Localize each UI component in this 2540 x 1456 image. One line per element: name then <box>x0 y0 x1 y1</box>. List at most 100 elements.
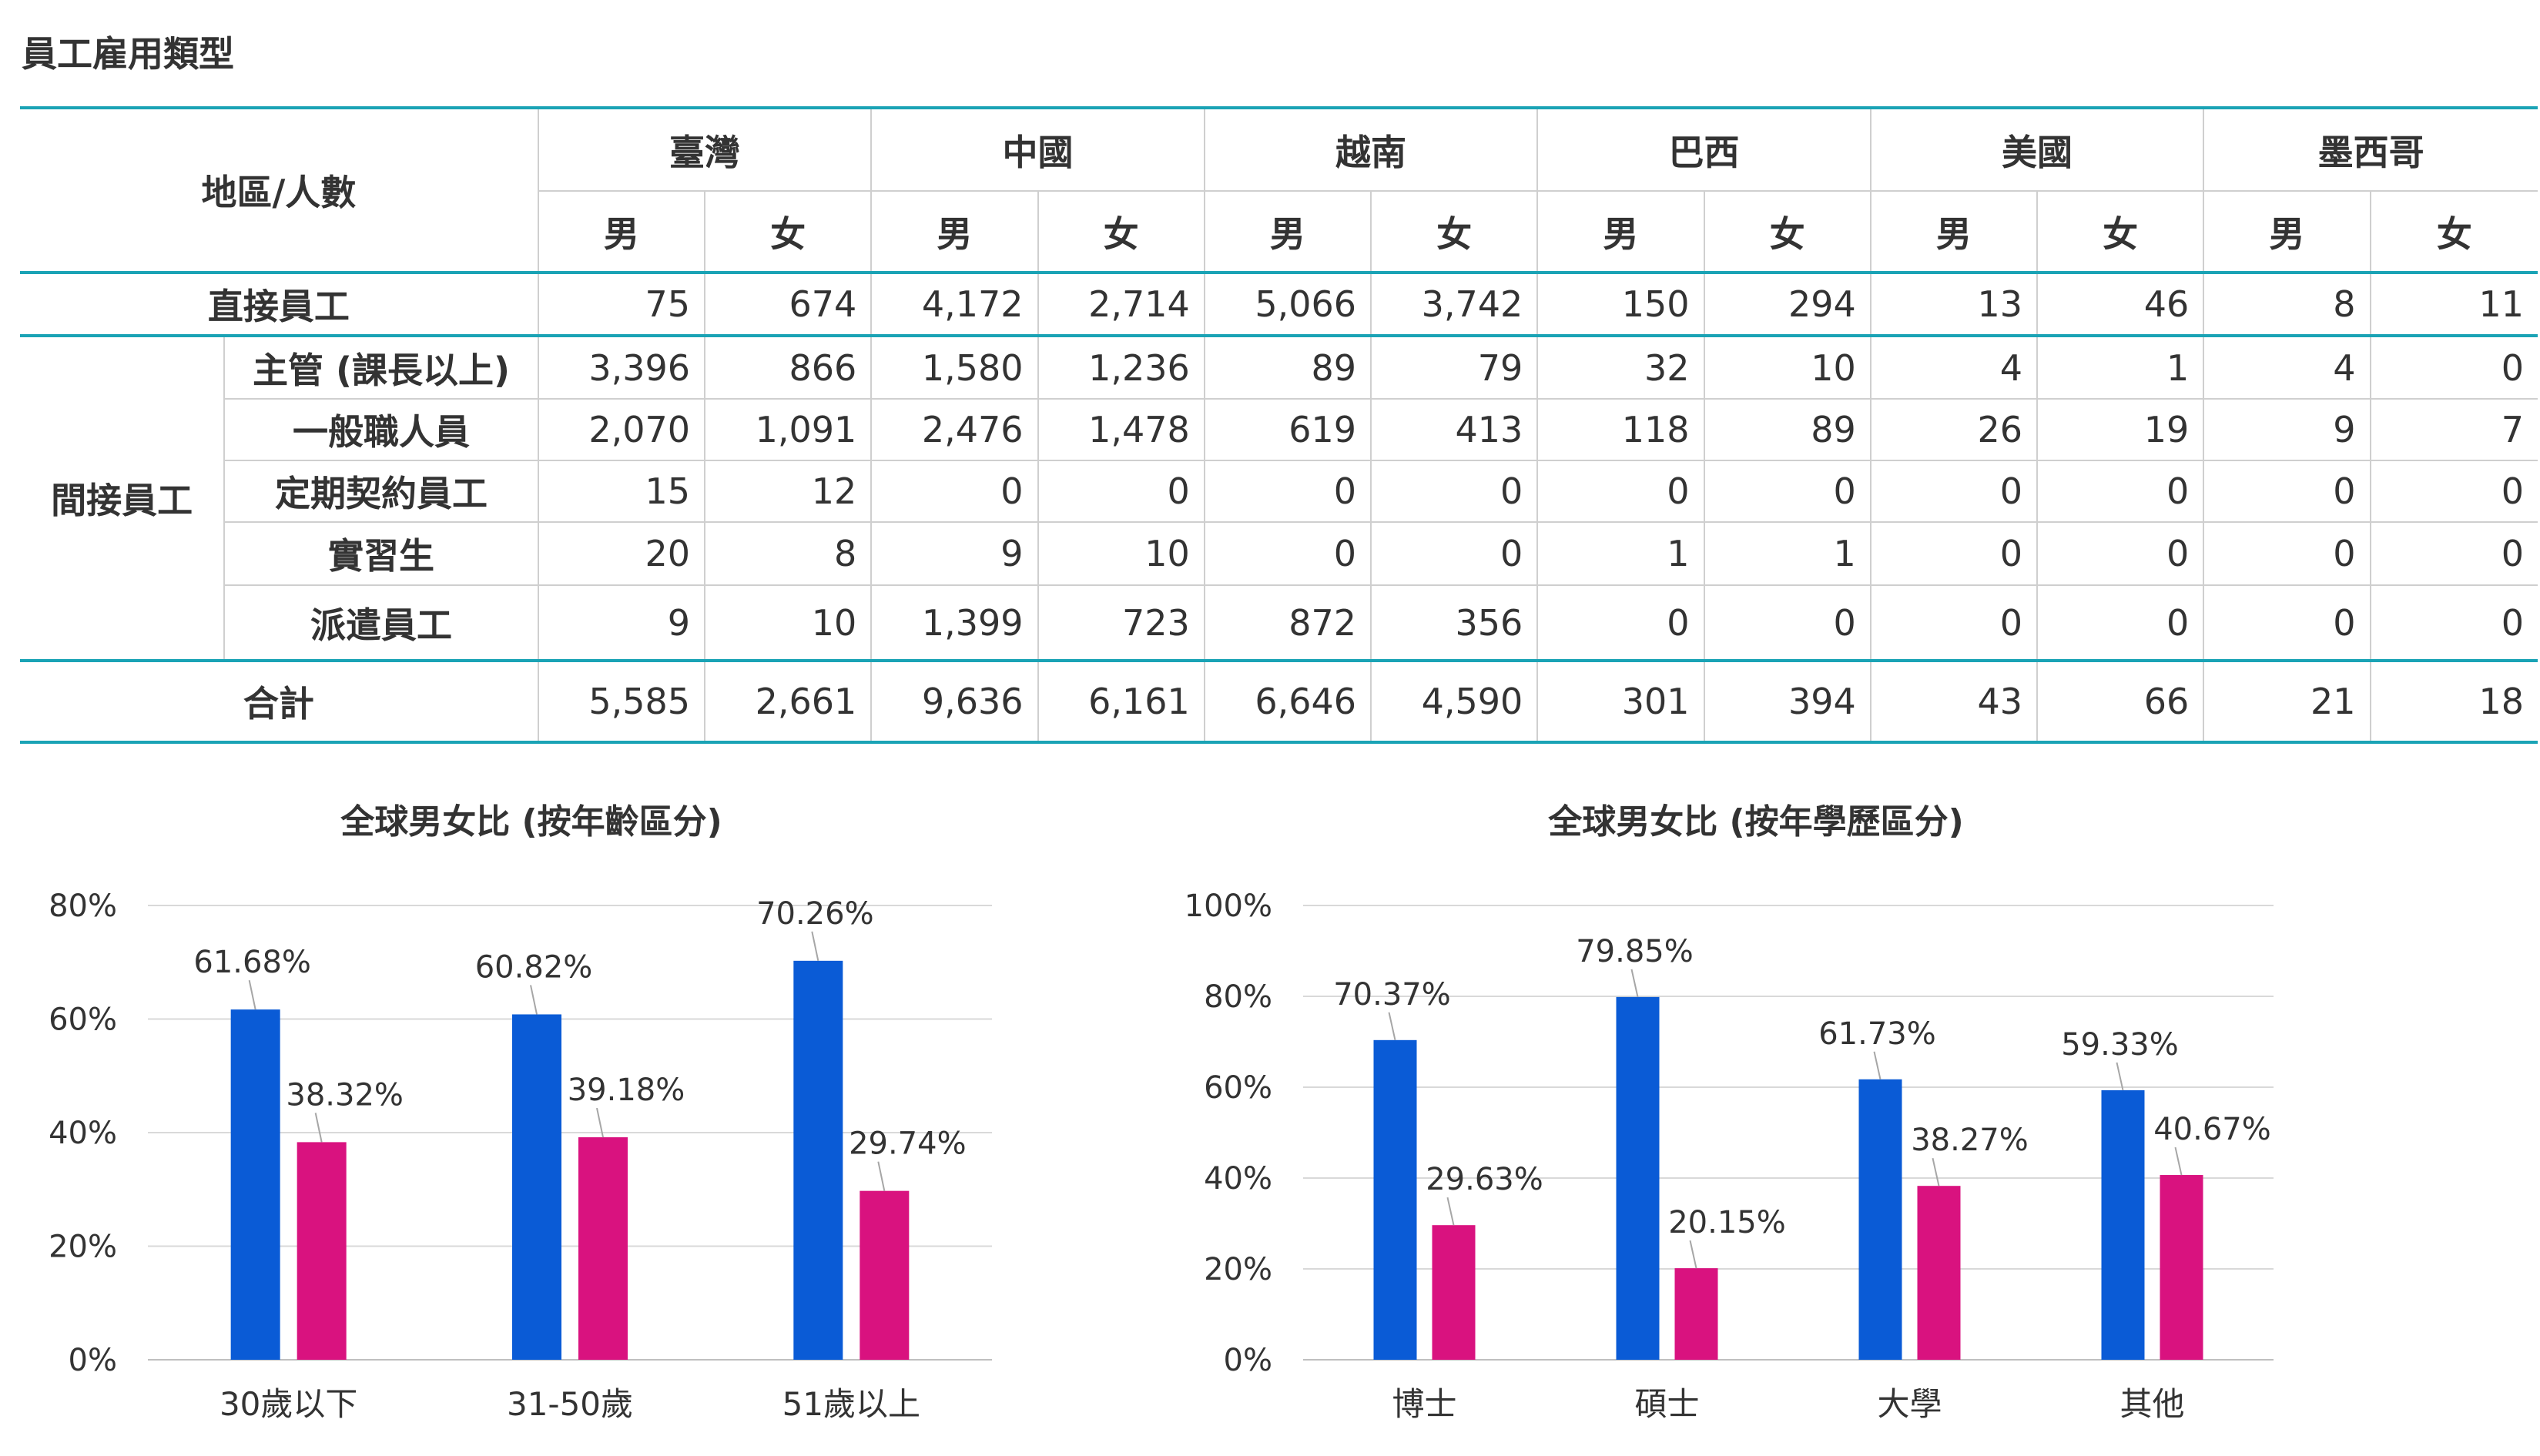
table-cell: 723 <box>1037 585 1205 661</box>
leader-line <box>1446 1197 1455 1226</box>
male-bar <box>512 1014 561 1360</box>
table-cell: 4,172 <box>870 273 1038 336</box>
table-cell: 46 <box>2036 273 2204 336</box>
gender-header: 男 <box>537 191 705 273</box>
leader-line <box>1873 1051 1882 1080</box>
table-cell: 9,636 <box>870 661 1038 742</box>
table-cell: 9 <box>870 522 1038 585</box>
leader-line <box>2174 1146 2183 1176</box>
table-cell: 7 <box>2369 399 2538 460</box>
table-cell: 20 <box>537 522 705 585</box>
x-tick-label: 大學 <box>1877 1385 1942 1423</box>
male-bar <box>1373 1039 1417 1360</box>
table-cell: 13 <box>1869 273 2038 336</box>
leader-line <box>811 931 819 962</box>
row-label: 定期契約員工 <box>275 473 488 514</box>
table-cell: 89 <box>1203 336 1372 399</box>
region-header: 巴西 <box>1536 108 1871 192</box>
table-cell: 6,646 <box>1203 661 1372 742</box>
y-tick-label: 20% <box>49 1230 117 1265</box>
table-cell: 19 <box>2036 399 2204 460</box>
table-cell: 9 <box>537 585 705 661</box>
table-cell: 150 <box>1536 273 1704 336</box>
table-cell: 0 <box>1203 460 1372 522</box>
table-cell: 866 <box>704 336 872 399</box>
y-tick-label: 0% <box>69 1343 117 1378</box>
table-row-direct: 直接員工 75 674 4,172 2,714 5,066 3,742 150 294 13 46 8… <box>20 273 2538 336</box>
corner-header: 地區/人數 <box>20 108 538 274</box>
table-cell: 0 <box>2036 460 2204 522</box>
table-body: 直接員工 75 674 4,172 2,714 5,066 3,742 150 294 13 46 8… <box>20 273 2538 742</box>
table-cell: 9 <box>2203 399 2371 460</box>
table-cell: 0 <box>1703 585 1871 661</box>
table-cell: 8 <box>2203 273 2371 336</box>
row-label: 實習生 <box>328 535 435 577</box>
table-cell: 8 <box>704 522 872 585</box>
data-label: 40.67% <box>2153 1112 2271 1147</box>
table-cell: 3,742 <box>1370 273 1538 336</box>
table-cell: 0 <box>1536 460 1704 522</box>
data-label: 70.37% <box>1333 977 1451 1013</box>
female-bar <box>297 1142 347 1360</box>
region-header-row: 地區/人數 臺灣 中國 越南 巴西 美國 墨西哥 <box>20 108 2538 274</box>
table-cell: 3,396 <box>537 336 705 399</box>
table-cell: 21 <box>2203 661 2371 742</box>
table-row: 定期契約員工 15 12 0 0 0 0 0 0 0 0 0 0 <box>20 460 2538 522</box>
table-cell: 0 <box>2203 585 2371 661</box>
table-cell: 89 <box>1703 399 1871 460</box>
table-cell: 1,399 <box>870 585 1038 661</box>
row-label: 合計 <box>243 683 314 725</box>
leader-line <box>314 1113 323 1143</box>
gender-header: 男 <box>1869 191 2038 273</box>
table-cell: 18 <box>2369 661 2538 742</box>
table-cell: 356 <box>1370 585 1538 661</box>
region-header: 墨西哥 <box>2203 108 2538 192</box>
table-cell: 2,714 <box>1037 273 1205 336</box>
table-cell: 1 <box>2036 336 2204 399</box>
leader-line <box>1630 969 1639 998</box>
y-tick-label: 40% <box>1204 1161 1272 1197</box>
table-cell: 0 <box>1536 585 1704 661</box>
male-bar <box>1858 1079 1902 1360</box>
x-tick-label: 其他 <box>2119 1385 2184 1423</box>
female-bar <box>2160 1175 2203 1360</box>
table-cell: 1,580 <box>870 336 1038 399</box>
gender-header: 女 <box>2369 191 2538 273</box>
table-cell: 0 <box>1869 460 2038 522</box>
table-cell: 1,091 <box>704 399 872 460</box>
table-cell: 1,236 <box>1037 336 1205 399</box>
x-tick-label: 碩士 <box>1634 1385 1699 1423</box>
table-cell: 0 <box>870 460 1038 522</box>
table-cell: 15 <box>537 460 705 522</box>
gender-header: 女 <box>2036 191 2204 273</box>
data-label: 38.32% <box>286 1077 404 1113</box>
table-cell: 4,590 <box>1370 661 1538 742</box>
table-cell: 79 <box>1370 336 1538 399</box>
x-tick-label: 31-50歲 <box>507 1385 633 1423</box>
male-bar <box>230 1009 280 1360</box>
y-tick-label: 100% <box>1185 889 1272 924</box>
row-label: 直接員工 <box>207 286 350 327</box>
education-gender-ratio-chart: 全球男女比 (按年學歷區分) 0% 20% 40% 60% 80% 100% 博士 70.37%… <box>1185 802 2274 1423</box>
x-tick-label: 51歲以上 <box>782 1385 920 1423</box>
table-cell: 12 <box>704 460 872 522</box>
table-cell: 1 <box>1536 522 1704 585</box>
employment-table: 地區/人數 臺灣 中國 越南 巴西 美國 墨西哥 男 女 男 女 男 女 男 女… <box>20 106 2538 744</box>
table-cell: 301 <box>1536 661 1704 742</box>
chart-title: 全球男女比 (按年學歷區分) <box>1547 802 1964 842</box>
data-label: 60.82% <box>475 949 593 985</box>
male-bar <box>793 960 843 1360</box>
y-tick-label: 80% <box>1204 979 1272 1015</box>
region-header: 美國 <box>1869 108 2204 192</box>
chart-title: 全球男女比 (按年齡區分) <box>340 802 722 842</box>
table-cell: 5,585 <box>537 661 705 742</box>
data-label: 20.15% <box>1668 1205 1786 1240</box>
table-cell: 10 <box>704 585 872 661</box>
y-tick-label: 0% <box>1224 1343 1272 1378</box>
table-cell: 0 <box>1370 522 1538 585</box>
table-cell: 32 <box>1536 336 1704 399</box>
female-bar <box>860 1190 910 1360</box>
leader-line <box>530 985 538 1015</box>
table-row: 間接員工 主管 (課長以上) 3,396 866 1,580 1,236 89 79 32 10 4… <box>20 336 2538 661</box>
table-row: 實習生 20 8 9 10 0 0 1 1 0 0 0 0 <box>20 522 2538 585</box>
